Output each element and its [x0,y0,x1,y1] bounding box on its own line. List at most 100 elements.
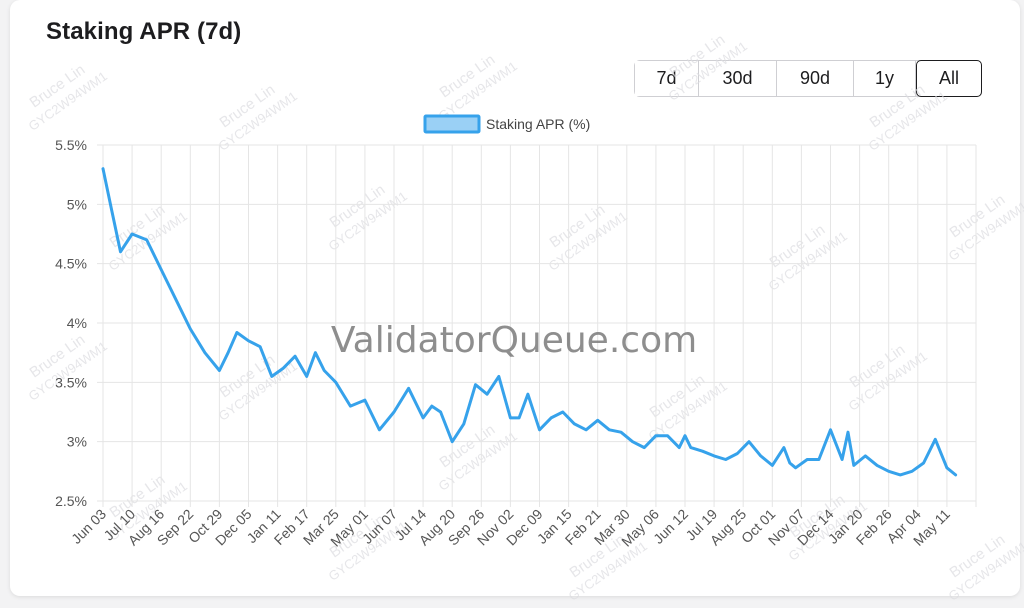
chart-card: Staking APR (7d) 7d 30d 90d 1y All [10,0,1020,596]
data-point [549,416,553,420]
data-point [305,375,308,378]
data-point [392,410,396,414]
data-point [110,209,113,212]
legend-swatch [423,114,481,134]
data-point [334,381,337,384]
data-point [485,393,489,396]
data-point [596,419,599,422]
y-tick-label: 5.5% [55,137,87,153]
data-point [235,331,239,334]
data-point [759,454,762,458]
data-point [806,458,809,461]
data-point [782,446,786,449]
data-point [846,430,850,434]
site-watermark: ValidatorQueue.com [331,320,697,361]
y-axis-ticks: 2.5% 3% 3.5% 4% 4.5% 5% 5.5% [55,137,87,509]
data-point [218,369,221,372]
data-point [538,428,541,431]
range-button-7d[interactable]: 7d [635,61,699,96]
data-point [247,339,250,342]
data-point [430,404,434,408]
data-point [293,355,297,358]
data-point [840,458,844,461]
series-layer [101,167,958,477]
data-point [160,268,163,271]
data-point [258,345,262,348]
data-point [712,454,716,458]
y-tick-label: 4.5% [55,256,87,272]
data-point [852,464,855,467]
chart-grid [97,144,977,507]
data-point [864,454,867,458]
data-point [174,298,177,301]
data-point [677,446,681,449]
data-point [954,473,957,477]
data-point [829,428,832,431]
data-point [771,464,774,467]
data-point [451,440,454,443]
x-tick-label: Jun 03 [68,506,109,547]
data-point [573,422,576,426]
data-point [631,440,634,443]
data-point [724,458,727,461]
data-point [922,461,925,465]
data-point [689,446,693,449]
data-point [584,428,588,431]
data-point [189,327,192,331]
data-point [701,449,704,453]
legend-label: Staking APR (%) [486,116,590,132]
data-point [887,470,890,473]
data-point [788,461,791,465]
data-point [282,366,285,370]
data-point [497,375,500,378]
data-point [526,393,530,396]
y-tick-label: 5% [67,196,87,212]
data-point [378,428,381,431]
data-point [363,398,367,402]
y-tick-label: 2.5% [55,493,87,509]
data-point [270,375,273,378]
range-button-30d[interactable]: 30d [699,61,777,96]
data-point [643,446,646,449]
data-point [462,422,466,426]
data-point [421,416,425,420]
range-button-1y[interactable]: 1y [854,61,916,96]
data-point [145,238,148,242]
time-range-selector: 7d 30d 90d 1y All [634,60,982,97]
range-button-all[interactable]: All [916,60,982,97]
data-point [666,434,669,437]
data-point [226,351,230,354]
data-point [439,410,442,414]
data-point [407,387,410,390]
data-point [817,458,821,461]
data-point [322,369,326,372]
y-tick-label: 3% [67,434,87,450]
data-point [517,416,521,420]
data-point [654,434,658,437]
data-point [619,430,623,434]
range-button-90d[interactable]: 90d [777,61,854,96]
y-tick-label: 4% [67,315,87,331]
data-point [101,167,105,170]
data-point [910,470,914,473]
chart-legend[interactable]: Staking APR (%) [423,114,590,134]
data-point [130,232,134,236]
data-point [736,452,739,455]
data-point [203,351,207,354]
data-point [747,440,751,443]
data-point [561,410,564,414]
